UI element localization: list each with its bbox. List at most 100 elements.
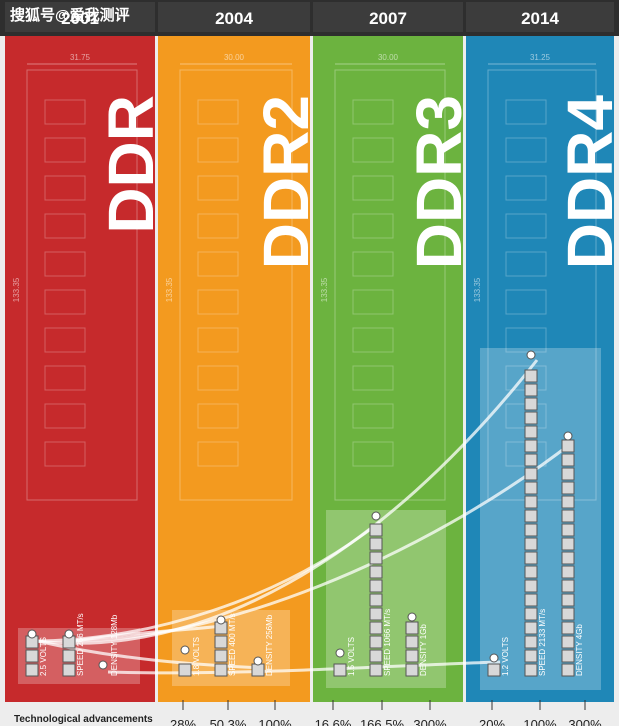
- chip: [197, 441, 239, 467]
- stack-box: [405, 635, 419, 649]
- spec-label: SPEED 400 MT/s: [228, 613, 237, 676]
- chip: [44, 137, 86, 163]
- year: 2004: [215, 9, 253, 28]
- stack-box: [25, 649, 39, 663]
- stack-box: [369, 579, 383, 593]
- footer-label: Technological advancements: [14, 714, 153, 725]
- dim-width: 31.25: [530, 53, 551, 62]
- spec-label: DENSITY 4Gb: [575, 624, 584, 676]
- stack-box: [524, 579, 538, 593]
- module-outline: [179, 69, 293, 501]
- stack-box: [524, 607, 538, 621]
- chip: [197, 327, 239, 353]
- chip: [352, 137, 394, 163]
- stack-box: [561, 495, 575, 509]
- stack-box: [405, 649, 419, 663]
- stack-dot: [180, 645, 190, 655]
- spec-label: DENSITY 256Mb: [265, 614, 274, 676]
- stack-dot: [335, 648, 345, 658]
- stack-box: [561, 509, 575, 523]
- advancement: 50.3%: [210, 717, 247, 726]
- stack-box: [369, 663, 383, 677]
- stack-box: [561, 453, 575, 467]
- module-outline: [487, 69, 597, 501]
- stack-box: [524, 509, 538, 523]
- module-name: DDR4: [554, 95, 619, 270]
- stack-box: [561, 523, 575, 537]
- chip: [352, 403, 394, 429]
- chip: [352, 327, 394, 353]
- stack-box: [369, 635, 383, 649]
- chip: [505, 175, 547, 201]
- spec-label: SPEED 2133 MT/s: [538, 609, 547, 676]
- chip: [197, 403, 239, 429]
- spec-label: SPEED 266 MT/s: [76, 613, 85, 676]
- spec-label: SPEED 1066 MT/s: [383, 609, 392, 676]
- dim-height: 133.35: [165, 277, 174, 302]
- chip: [505, 99, 547, 125]
- column-header: [5, 2, 155, 32]
- stack-dot: [64, 629, 74, 639]
- stack-box: [524, 453, 538, 467]
- stack-box: [524, 523, 538, 537]
- stack-box: [561, 593, 575, 607]
- advancement: 300%: [413, 717, 447, 726]
- stack-box: [524, 537, 538, 551]
- stack-dot: [407, 612, 417, 622]
- advancement: 100%: [523, 717, 557, 726]
- stack-box: [369, 523, 383, 537]
- spec-label: 1.5 VOLTS: [347, 637, 356, 676]
- dim-width: 30.00: [224, 53, 245, 62]
- spec-label: 1.8 VOLTS: [192, 637, 201, 676]
- stack-dot: [489, 653, 499, 663]
- stack-box: [62, 649, 76, 663]
- stack-box: [178, 663, 192, 677]
- column: [158, 36, 310, 702]
- chip: [197, 213, 239, 239]
- curves: [36, 359, 574, 675]
- chip: [44, 99, 86, 125]
- dim-height: 133.35: [12, 277, 21, 302]
- chip: [44, 327, 86, 353]
- stack-box: [524, 663, 538, 677]
- chip: [197, 99, 239, 125]
- stack-box: [561, 607, 575, 621]
- stack-box: [524, 425, 538, 439]
- stack-box: [524, 383, 538, 397]
- advancement: 300%: [568, 717, 602, 726]
- chip: [352, 441, 394, 467]
- stack-box: [524, 635, 538, 649]
- chip: [505, 327, 547, 353]
- stack-box: [214, 635, 228, 649]
- stack-box: [561, 481, 575, 495]
- stack-box: [524, 593, 538, 607]
- stack-dot: [563, 431, 573, 441]
- stack-box: [524, 565, 538, 579]
- module-name: DDR3: [403, 95, 475, 269]
- highlight: [172, 610, 290, 686]
- dim-height: 133.35: [320, 277, 329, 302]
- stack-box: [561, 649, 575, 663]
- spec-label: 1.2 VOLTS: [501, 637, 510, 676]
- stack-dot: [27, 629, 37, 639]
- stack-box: [524, 621, 538, 635]
- stack-box: [487, 663, 501, 677]
- stack-box: [561, 621, 575, 635]
- chip: [44, 441, 86, 467]
- column: [5, 36, 155, 702]
- spec-label: DENSITY 1Gb: [419, 624, 428, 676]
- stack-box: [369, 621, 383, 635]
- stack-box: [561, 467, 575, 481]
- chip: [505, 137, 547, 163]
- stack-box: [62, 663, 76, 677]
- stack-box: [25, 663, 39, 677]
- stack-dot: [371, 511, 381, 521]
- stack-box: [369, 537, 383, 551]
- stack-box: [524, 397, 538, 411]
- chip: [352, 365, 394, 391]
- highlight: [326, 510, 446, 688]
- dim-height: 133.35: [473, 277, 482, 302]
- chip: [197, 365, 239, 391]
- stack-box: [369, 593, 383, 607]
